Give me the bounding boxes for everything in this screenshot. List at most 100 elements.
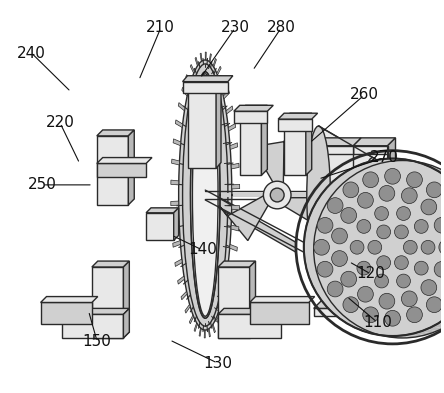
Circle shape xyxy=(407,172,422,187)
Circle shape xyxy=(414,261,428,275)
Polygon shape xyxy=(427,165,443,170)
Polygon shape xyxy=(415,162,431,165)
Polygon shape xyxy=(171,159,179,165)
Circle shape xyxy=(407,307,422,323)
Circle shape xyxy=(414,220,428,233)
Circle shape xyxy=(343,297,359,312)
Circle shape xyxy=(363,307,378,323)
Polygon shape xyxy=(421,329,437,333)
Text: 210: 210 xyxy=(146,20,175,35)
Polygon shape xyxy=(178,103,185,111)
Polygon shape xyxy=(220,307,225,316)
Circle shape xyxy=(385,169,400,184)
Polygon shape xyxy=(304,238,314,246)
Circle shape xyxy=(357,193,373,208)
Polygon shape xyxy=(319,126,373,264)
Circle shape xyxy=(434,261,444,277)
Polygon shape xyxy=(182,82,228,94)
Circle shape xyxy=(401,291,417,307)
Circle shape xyxy=(395,225,408,239)
Polygon shape xyxy=(223,90,230,99)
Circle shape xyxy=(327,281,343,297)
Polygon shape xyxy=(396,159,412,161)
Polygon shape xyxy=(217,66,221,75)
Polygon shape xyxy=(313,138,361,146)
Circle shape xyxy=(377,225,391,239)
Polygon shape xyxy=(371,160,387,163)
Polygon shape xyxy=(304,231,315,240)
Polygon shape xyxy=(408,160,425,163)
Polygon shape xyxy=(348,324,363,329)
Polygon shape xyxy=(313,287,326,295)
Polygon shape xyxy=(199,328,201,336)
Polygon shape xyxy=(205,190,296,252)
Ellipse shape xyxy=(192,74,218,316)
Polygon shape xyxy=(402,159,419,162)
Polygon shape xyxy=(232,205,240,210)
Polygon shape xyxy=(216,76,221,169)
Polygon shape xyxy=(40,297,98,303)
Polygon shape xyxy=(438,171,444,176)
Polygon shape xyxy=(205,52,206,60)
Polygon shape xyxy=(421,163,437,167)
Polygon shape xyxy=(218,261,255,267)
Circle shape xyxy=(317,217,333,233)
Ellipse shape xyxy=(307,126,330,264)
Circle shape xyxy=(379,185,395,201)
Polygon shape xyxy=(208,329,210,337)
Polygon shape xyxy=(396,336,412,338)
Polygon shape xyxy=(178,60,232,330)
Polygon shape xyxy=(218,309,287,314)
Polygon shape xyxy=(365,332,381,335)
Polygon shape xyxy=(307,269,318,277)
Polygon shape xyxy=(390,159,406,161)
Polygon shape xyxy=(189,82,216,169)
Polygon shape xyxy=(240,111,262,175)
Circle shape xyxy=(434,217,444,233)
Polygon shape xyxy=(328,308,342,314)
Polygon shape xyxy=(311,281,323,289)
Polygon shape xyxy=(306,113,312,175)
Polygon shape xyxy=(408,333,425,336)
Polygon shape xyxy=(232,184,240,189)
Circle shape xyxy=(396,207,410,220)
Text: 120: 120 xyxy=(357,266,385,281)
Circle shape xyxy=(317,261,333,277)
Polygon shape xyxy=(189,315,194,324)
Polygon shape xyxy=(97,130,134,136)
Polygon shape xyxy=(218,314,281,338)
Circle shape xyxy=(357,286,373,302)
Polygon shape xyxy=(220,77,226,86)
Polygon shape xyxy=(342,320,357,326)
Circle shape xyxy=(396,274,410,288)
Circle shape xyxy=(421,241,435,254)
Polygon shape xyxy=(415,331,431,335)
Polygon shape xyxy=(226,106,233,114)
Polygon shape xyxy=(359,163,375,167)
Circle shape xyxy=(332,228,347,244)
Circle shape xyxy=(357,261,371,275)
Text: 110: 110 xyxy=(363,315,392,330)
Circle shape xyxy=(270,188,284,202)
Polygon shape xyxy=(359,329,375,334)
Text: 140: 140 xyxy=(188,242,217,257)
Polygon shape xyxy=(304,244,314,252)
Circle shape xyxy=(368,241,382,254)
Polygon shape xyxy=(231,163,239,169)
Polygon shape xyxy=(305,263,317,271)
Text: 250: 250 xyxy=(28,177,57,193)
Polygon shape xyxy=(97,136,128,205)
Polygon shape xyxy=(390,336,406,338)
Polygon shape xyxy=(377,335,393,338)
Circle shape xyxy=(350,241,364,254)
Polygon shape xyxy=(146,208,178,213)
Circle shape xyxy=(442,198,444,213)
Polygon shape xyxy=(320,298,333,305)
Polygon shape xyxy=(320,191,333,198)
Polygon shape xyxy=(384,336,400,338)
Polygon shape xyxy=(262,105,267,175)
Polygon shape xyxy=(388,138,396,316)
Polygon shape xyxy=(313,146,353,154)
Polygon shape xyxy=(171,201,178,206)
Polygon shape xyxy=(250,303,309,324)
